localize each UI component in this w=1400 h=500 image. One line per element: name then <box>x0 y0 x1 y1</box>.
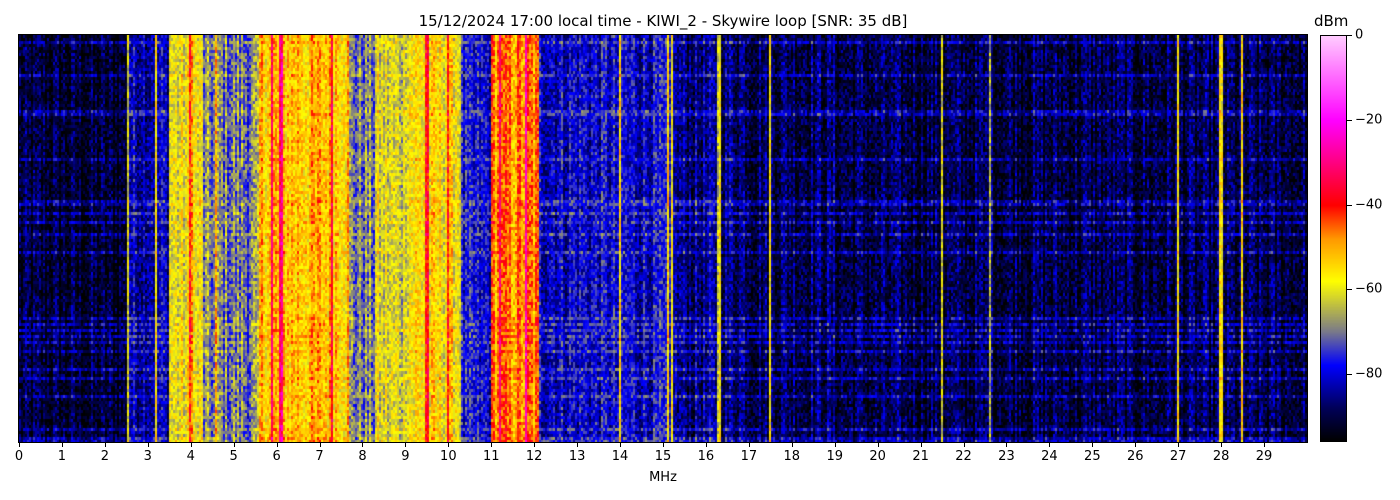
colorbar-tick-label: 0 <box>1355 27 1364 43</box>
colorbar-tick-label: −20 <box>1355 112 1383 128</box>
x-tick-label: 2 <box>100 449 109 464</box>
x-tick-label: 19 <box>826 449 843 464</box>
colorbar-tick <box>1347 204 1352 206</box>
x-tick <box>1221 442 1223 447</box>
chart-title: 15/12/2024 17:00 local time - KIWI_2 - S… <box>418 12 908 30</box>
x-tick <box>877 442 879 447</box>
x-tick-label: 23 <box>998 449 1015 464</box>
x-tick-label: 20 <box>869 449 886 464</box>
x-tick <box>1006 442 1008 447</box>
x-tick <box>448 442 450 447</box>
x-tick <box>104 442 106 447</box>
x-tick <box>276 442 278 447</box>
x-tick <box>1264 442 1266 447</box>
x-tick <box>663 442 664 447</box>
x-tick <box>748 442 750 447</box>
x-tick-label: 1 <box>57 449 67 464</box>
x-tick <box>491 442 493 447</box>
x-tick <box>61 442 63 447</box>
colorbar <box>1320 35 1347 442</box>
x-tick <box>233 442 235 447</box>
x-tick <box>534 442 536 447</box>
x-tick <box>1135 442 1137 447</box>
x-tick <box>147 442 149 447</box>
x-axis-label: MHz <box>649 470 677 485</box>
x-tick-label: 6 <box>272 449 281 464</box>
x-tick <box>190 442 192 447</box>
colorbar-tick-label: −60 <box>1355 281 1383 297</box>
x-tick <box>920 442 922 447</box>
x-tick <box>577 442 579 447</box>
x-tick <box>1178 442 1180 447</box>
x-tick-label: 21 <box>912 449 929 464</box>
x-tick-label: 22 <box>955 449 972 464</box>
x-tick-label: 14 <box>611 449 629 464</box>
x-tick-label: 5 <box>229 449 238 464</box>
x-tick-label: 10 <box>440 449 457 464</box>
x-tick <box>963 442 965 447</box>
x-tick-label: 26 <box>1126 449 1144 464</box>
x-tick-label: 18 <box>783 449 801 464</box>
colorbar-tick <box>1347 374 1352 376</box>
x-tick-label: 17 <box>740 449 758 464</box>
x-tick-label: 28 <box>1212 449 1230 464</box>
x-tick-label: 29 <box>1255 449 1273 464</box>
x-tick-label: 9 <box>401 449 410 464</box>
x-tick <box>620 442 622 447</box>
x-tick-label: 24 <box>1041 449 1058 464</box>
x-tick <box>19 442 20 447</box>
x-tick-label: 27 <box>1169 449 1187 464</box>
colorbar-tick-label: −80 <box>1355 366 1383 382</box>
colorbar-tick <box>1347 119 1352 121</box>
x-tick-label: 8 <box>358 449 367 464</box>
x-tick <box>362 442 364 447</box>
colorbar-tick <box>1347 289 1352 291</box>
x-tick-label: 15 <box>654 449 672 464</box>
x-tick-label: 25 <box>1084 449 1101 464</box>
x-tick-label: 13 <box>568 449 586 464</box>
waterfall-heatmap <box>19 35 1307 442</box>
x-tick-label: 11 <box>482 449 500 464</box>
x-tick <box>1049 442 1051 447</box>
x-tick <box>319 442 321 447</box>
x-tick-label: 12 <box>525 449 543 464</box>
x-tick <box>405 442 407 447</box>
x-tick <box>791 442 793 447</box>
x-tick-label: 3 <box>143 449 152 464</box>
x-tick <box>705 442 707 447</box>
x-tick <box>1092 442 1094 447</box>
x-tick-label: 7 <box>315 449 324 464</box>
x-tick-label: 4 <box>186 449 195 464</box>
x-tick-label: 0 <box>14 449 24 464</box>
x-tick-label: 16 <box>697 449 715 464</box>
colorbar-tick-label: −40 <box>1355 197 1383 213</box>
colorbar-tick <box>1347 35 1352 36</box>
colorbar-label: dBm <box>1314 12 1349 30</box>
x-tick <box>834 442 836 447</box>
